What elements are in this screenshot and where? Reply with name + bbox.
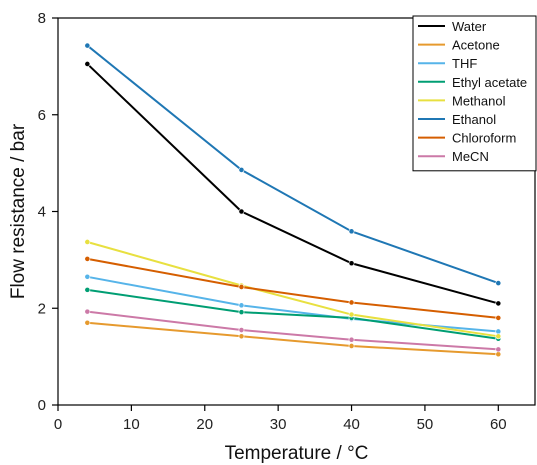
data-point-water — [348, 260, 355, 267]
data-point-water — [495, 300, 502, 307]
series-water — [84, 61, 502, 307]
data-point-mecn — [495, 346, 502, 353]
data-point-water — [238, 208, 245, 215]
legend-label-thf: THF — [452, 56, 477, 71]
data-point-acetone — [238, 333, 245, 340]
data-point-mecn — [84, 308, 91, 315]
series-line-water — [86, 63, 499, 305]
data-point-water — [84, 61, 91, 67]
data-point-mecn — [348, 336, 355, 343]
data-point-thf — [238, 302, 245, 309]
data-point-ethanol — [495, 280, 502, 286]
y-tick-label: 4 — [38, 204, 46, 221]
legend-label-chloroform: Chloroform — [452, 131, 516, 146]
y-axis-label: Flow resistance / bar — [8, 123, 29, 299]
x-tick-label: 60 — [490, 416, 507, 433]
data-point-acetone — [495, 351, 502, 358]
legend-box — [412, 15, 537, 172]
data-point-chloroform — [348, 299, 355, 306]
data-point-thf — [84, 273, 91, 280]
series-line-acetone — [87, 321, 499, 356]
x-tick-label: 20 — [196, 416, 213, 433]
data-point-ethyl-acetate — [84, 286, 91, 293]
series-ethanol — [84, 42, 502, 286]
series-mecn — [84, 308, 502, 353]
x-tick-label: 30 — [270, 416, 287, 433]
data-point-ethanol — [84, 42, 91, 49]
series-line-mecn — [87, 310, 499, 351]
data-point-acetone — [348, 343, 355, 349]
x-tick-label: 0 — [54, 416, 62, 433]
series-chloroform — [84, 256, 502, 321]
x-tick-label: 40 — [343, 416, 360, 433]
data-point-mecn — [238, 327, 245, 333]
data-point-chloroform — [84, 256, 91, 262]
y-tick-label: 0 — [38, 397, 46, 414]
series-line-methanol — [87, 241, 499, 338]
series-acetone — [84, 319, 502, 358]
data-point-methanol — [348, 311, 355, 318]
legend-label-ethanol: Ethanol — [452, 112, 496, 127]
y-tick-label: 8 — [38, 10, 46, 27]
series-ethyl-acetate — [84, 286, 502, 342]
data-point-acetone — [84, 319, 91, 326]
axes: 0 10 20 30 40 50 60 0 2 4 6 8 — [38, 10, 536, 433]
legend-label-water: Water — [452, 19, 487, 34]
legend-label-mecn: MeCN — [452, 149, 489, 164]
data-point-chloroform — [495, 315, 502, 321]
series-lines — [84, 42, 502, 358]
data-point-ethanol — [238, 166, 245, 173]
series-line-thf — [87, 275, 499, 333]
data-point-methanol — [84, 239, 91, 245]
y-tick-label: 6 — [38, 107, 46, 124]
data-point-thf — [495, 328, 502, 335]
data-point-methanol — [495, 333, 502, 340]
series-methanol — [84, 239, 502, 340]
y-tick-label: 2 — [38, 300, 46, 317]
x-tick-label: 10 — [123, 416, 140, 433]
series-line-chloroform — [87, 257, 499, 319]
series-thf — [84, 273, 502, 335]
series-line-ethanol — [86, 44, 499, 285]
legend-label-acetone: Acetone — [452, 38, 500, 53]
data-point-chloroform — [238, 284, 245, 290]
legend-label-methanol: Methanol — [452, 93, 506, 108]
series-line-ethyl-acetate — [87, 288, 499, 340]
legend-label-ethyl-acetate: Ethyl acetate — [452, 75, 527, 90]
legend: Water Acetone THF Ethyl acetate Methanol Etha… — [412, 15, 537, 172]
data-point-ethyl-acetate — [238, 309, 245, 316]
x-tick-label: 50 — [417, 416, 434, 433]
x-axis-label: Temperature / °C — [225, 443, 369, 464]
data-point-ethanol — [348, 228, 355, 235]
